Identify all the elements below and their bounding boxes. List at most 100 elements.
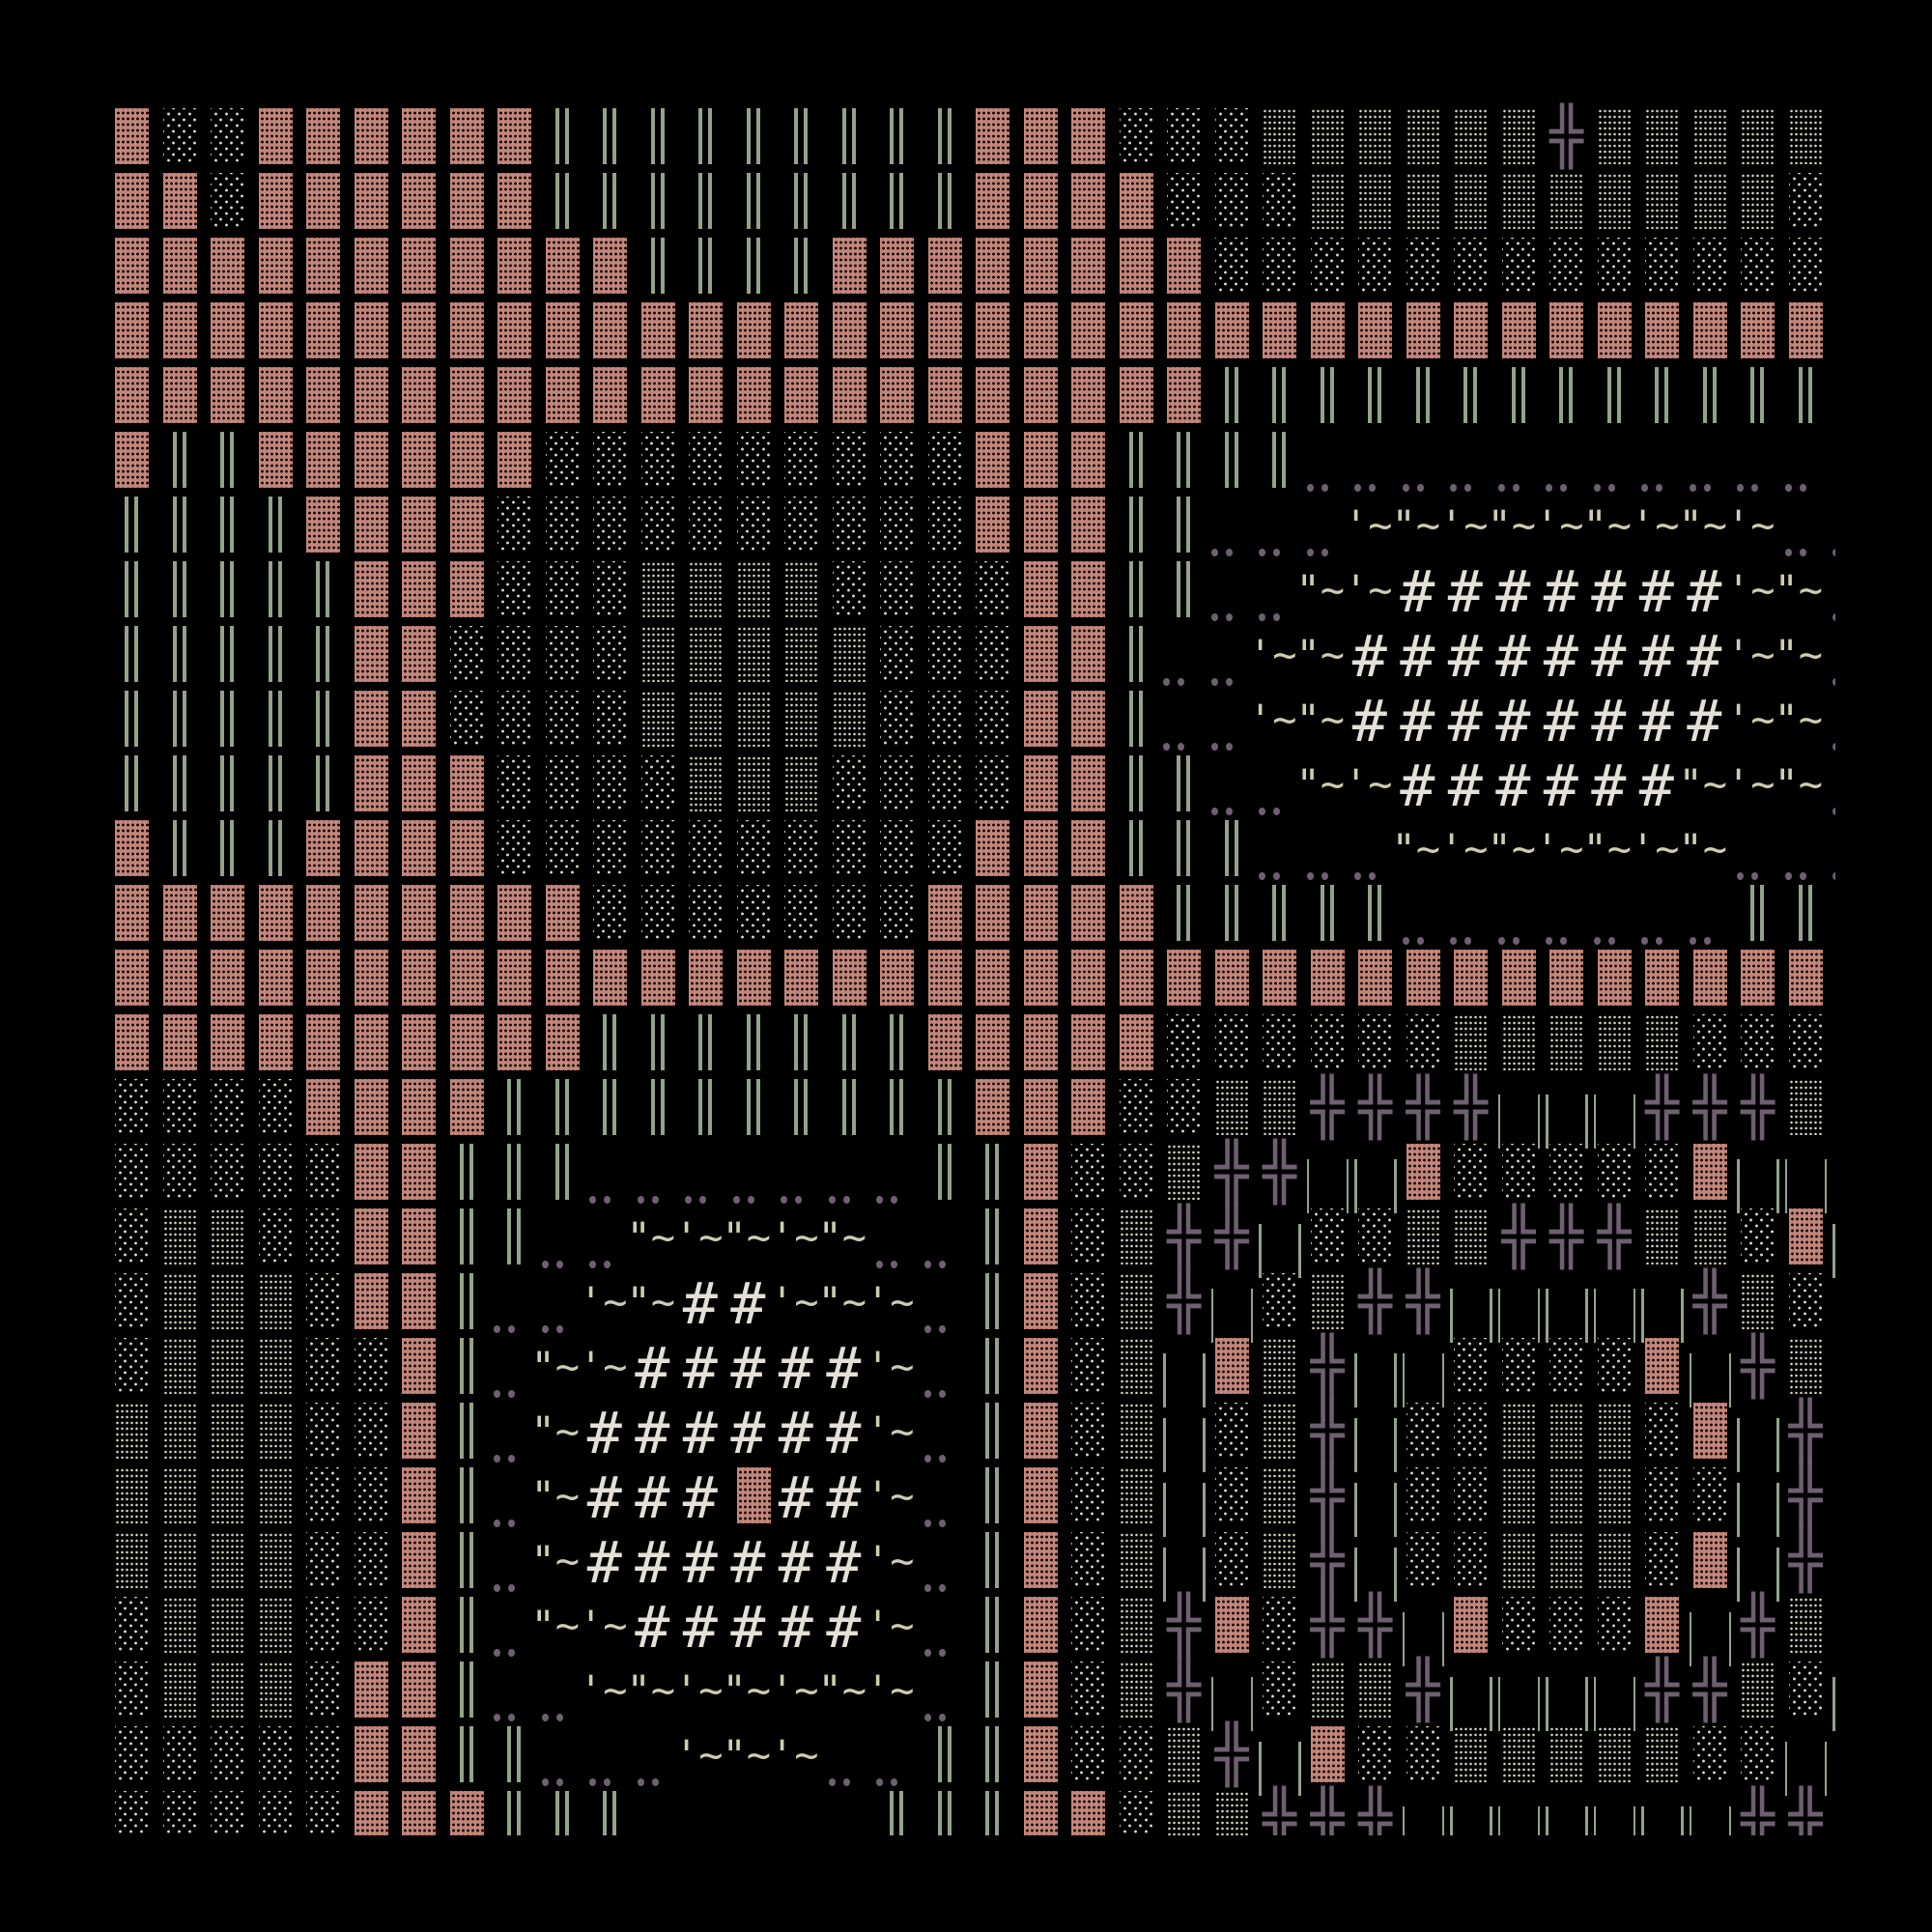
hash-glyph: # bbox=[778, 1335, 813, 1403]
light-shade-floor-tile bbox=[108, 1205, 156, 1269]
light-shade-floor-tile bbox=[1065, 1463, 1113, 1528]
double-bar-tile bbox=[826, 169, 874, 234]
light-shade-floor-tile bbox=[539, 687, 587, 752]
light-shade-floor-tile bbox=[1782, 234, 1831, 298]
wall-block-tile bbox=[443, 881, 492, 946]
hash-tile: # bbox=[635, 1593, 683, 1662]
double-bar-tile bbox=[443, 1140, 492, 1205]
wall-block-tile bbox=[1065, 493, 1113, 557]
water-glyph: "~ bbox=[530, 1343, 581, 1390]
double-bar-tile bbox=[922, 1075, 970, 1140]
light-shade-floor-tile bbox=[1687, 1463, 1735, 1528]
wall-block-tile bbox=[395, 1787, 443, 1835]
light-shade-floor-tile bbox=[1208, 1528, 1257, 1593]
wall-block-tile bbox=[491, 104, 539, 169]
hash-glyph: # bbox=[1447, 558, 1483, 626]
light-shade-floor-tile bbox=[1543, 1593, 1591, 1658]
light-shade-floor-tile bbox=[826, 493, 874, 557]
pillar-tile bbox=[1543, 1658, 1591, 1731]
medium-shade-floor-tile bbox=[1495, 1528, 1544, 1593]
water-glyph: "~ bbox=[530, 1407, 581, 1455]
medium-shade-floor-tile bbox=[1830, 1787, 1835, 1835]
light-shade-floor-tile bbox=[1400, 1722, 1448, 1787]
cross-junction-glyph: ╬ bbox=[1788, 1463, 1823, 1528]
double-bar-tile bbox=[586, 1787, 635, 1835]
light-shade-floor-tile bbox=[1400, 1528, 1448, 1593]
water-tile: '~ bbox=[1631, 493, 1687, 557]
wall-block-tile bbox=[252, 104, 300, 169]
water-glyph: "~ bbox=[1678, 760, 1728, 808]
wall-block-tile bbox=[1017, 428, 1065, 493]
wall-block-tile bbox=[1017, 493, 1065, 557]
light-shade-floor-tile bbox=[252, 1075, 300, 1140]
light-shade-floor-tile bbox=[1208, 1010, 1257, 1075]
light-shade-floor-tile bbox=[108, 1075, 156, 1140]
pillar-tile bbox=[1351, 1463, 1400, 1537]
wall-block-tile bbox=[108, 428, 156, 493]
wall-block-tile bbox=[443, 1010, 492, 1075]
pillar-tile bbox=[1543, 1787, 1591, 1835]
water-tile: "~ bbox=[1775, 687, 1831, 752]
pillar-tile bbox=[1160, 1334, 1208, 1407]
wall-block-tile bbox=[395, 1722, 443, 1787]
light-shade-floor-tile bbox=[1065, 1399, 1113, 1463]
light-shade-floor-tile bbox=[299, 1140, 348, 1205]
medium-shade-floor-tile bbox=[156, 1269, 205, 1334]
cross-junction-tile: ╬ bbox=[1304, 1075, 1352, 1140]
wall-block-tile bbox=[348, 104, 396, 169]
wall-block-tile bbox=[969, 104, 1017, 169]
hash-tile: # bbox=[635, 1399, 683, 1467]
double-bar-tile bbox=[156, 557, 205, 622]
pillar-tile bbox=[1351, 1399, 1400, 1472]
medium-shade-floor-tile bbox=[204, 1334, 252, 1399]
water-tile: '~ bbox=[1726, 687, 1782, 752]
light-shade-floor-tile bbox=[1638, 1463, 1687, 1528]
wall-block-tile bbox=[1017, 363, 1065, 428]
wall-block-tile bbox=[1017, 1593, 1065, 1658]
wall-block-tile bbox=[348, 493, 396, 557]
water-tile: "~ bbox=[818, 1269, 874, 1334]
hash-glyph: # bbox=[1495, 753, 1531, 820]
hash-tile: # bbox=[635, 1528, 683, 1597]
double-bar-tile bbox=[1687, 363, 1735, 428]
double-bar-tile bbox=[1160, 752, 1208, 816]
wall-block-tile bbox=[1782, 1205, 1831, 1269]
wall-block-tile bbox=[252, 1010, 300, 1075]
light-shade-floor-tile bbox=[539, 622, 587, 687]
wall-block-tile bbox=[395, 752, 443, 816]
double-bar-tile bbox=[873, 169, 922, 234]
double-bar-tile bbox=[922, 1722, 970, 1787]
water-tile: "~ bbox=[1583, 816, 1639, 881]
wall-block-tile bbox=[1017, 1334, 1065, 1399]
double-bar-tile bbox=[299, 622, 348, 687]
light-shade-floor-tile bbox=[1830, 234, 1835, 298]
water-glyph: '~ bbox=[674, 1666, 724, 1714]
double-bar-tile bbox=[873, 104, 922, 169]
wall-block-tile bbox=[204, 1010, 252, 1075]
medium-shade-floor-tile bbox=[1543, 1010, 1591, 1075]
water-tile: '~ bbox=[674, 1658, 730, 1722]
medium-shade-floor-tile bbox=[1208, 1075, 1257, 1140]
medium-shade-floor-tile bbox=[204, 1528, 252, 1593]
medium-shade-floor-tile bbox=[156, 1593, 205, 1658]
cross-junction-tile: ╬ bbox=[1687, 1658, 1735, 1722]
cross-junction-glyph: ╬ bbox=[1310, 1333, 1345, 1399]
light-shade-floor-tile bbox=[922, 493, 970, 557]
cross-junction-glyph: ╬ bbox=[1406, 1074, 1440, 1140]
light-shade-floor-tile bbox=[1687, 234, 1735, 298]
medium-shade-floor-tile bbox=[156, 1399, 205, 1463]
hash-glyph: # bbox=[1400, 753, 1435, 820]
double-bar-tile bbox=[1208, 816, 1257, 881]
double-bar-tile bbox=[252, 622, 300, 687]
double-bar-tile bbox=[108, 752, 156, 816]
hash-tile: # bbox=[1495, 557, 1544, 626]
light-shade-floor-tile bbox=[491, 622, 539, 687]
hash-glyph: # bbox=[730, 1594, 766, 1662]
wall-block-tile bbox=[1687, 1399, 1735, 1463]
dots-tile bbox=[1447, 881, 1495, 946]
light-shade-floor-tile bbox=[539, 816, 587, 881]
water-glyph: "~ bbox=[1295, 631, 1346, 678]
hash-tile: # bbox=[682, 1528, 730, 1597]
double-bar-tile bbox=[778, 104, 826, 169]
double-bar-tile bbox=[156, 816, 205, 881]
